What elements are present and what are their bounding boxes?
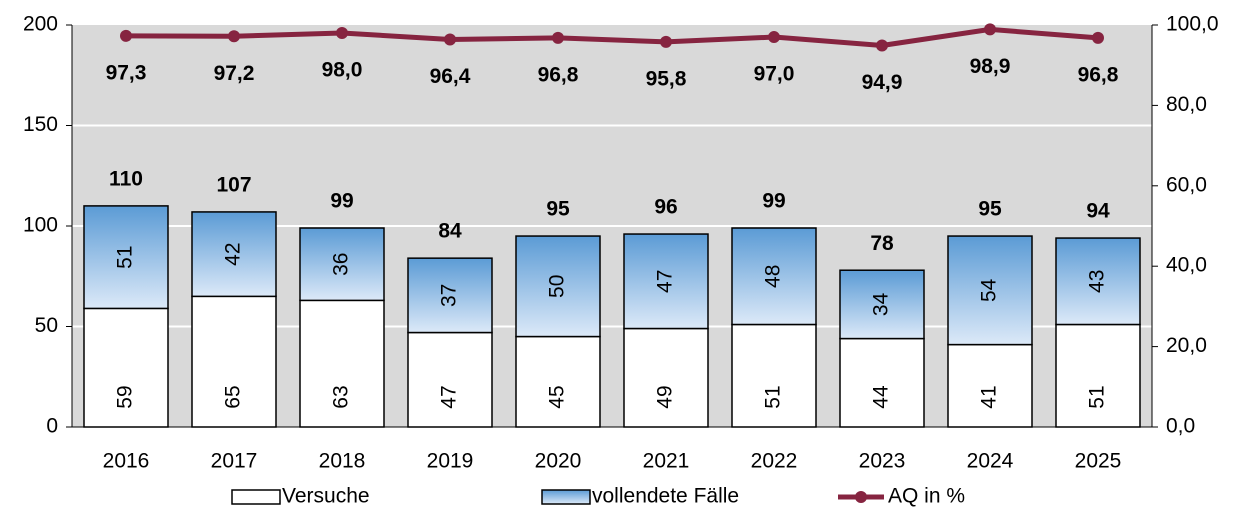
segment-label: 59 — [114, 385, 137, 408]
bar-segment — [83, 205, 169, 310]
x-tick-label: 2022 — [751, 450, 798, 473]
segment-label: 47 — [654, 270, 677, 293]
segment-label: 37 — [438, 284, 461, 307]
segment-label: 63 — [330, 385, 353, 408]
bar-segment — [299, 227, 385, 302]
x-tick-label: 2021 — [643, 450, 690, 473]
line-value-label: 96,8 — [538, 63, 579, 86]
line-value-label: 94,9 — [862, 71, 903, 94]
bar-segment — [407, 331, 493, 428]
bar-segment — [191, 295, 277, 428]
line-point — [984, 23, 996, 36]
line-point — [876, 39, 888, 52]
total-label: 107 — [216, 173, 251, 196]
x-tick-label: 2016 — [103, 450, 150, 473]
legend-swatch — [541, 489, 591, 505]
line-value-label: 97,2 — [214, 62, 255, 85]
line-value-label: 98,9 — [970, 55, 1011, 78]
bar-segment — [731, 323, 817, 428]
legend-label: vollendete Fälle — [592, 485, 739, 508]
legend-label: AQ in % — [888, 485, 965, 508]
total-label: 99 — [762, 190, 785, 213]
legend-label: Versuche — [282, 485, 370, 508]
bar-segment — [839, 269, 925, 340]
bar-segment — [299, 299, 385, 428]
legend-swatch — [231, 489, 281, 505]
total-label: 99 — [330, 190, 353, 213]
x-tick-label: 2018 — [319, 450, 366, 473]
segment-label: 65 — [222, 385, 245, 408]
segment-label: 44 — [870, 385, 893, 409]
line-point — [660, 35, 672, 48]
segment-label: 45 — [546, 385, 569, 408]
segment-label: 48 — [762, 265, 785, 288]
segment-label: 47 — [438, 385, 461, 408]
y2-tick-label: 0,0 — [1166, 415, 1195, 438]
total-label: 96 — [654, 196, 677, 219]
x-tick-label: 2023 — [859, 450, 906, 473]
y2-tick-label: 20,0 — [1166, 334, 1207, 357]
line-point — [228, 30, 240, 43]
line-value-label: 96,4 — [430, 65, 471, 88]
segment-label: 51 — [114, 245, 137, 268]
segment-label: 51 — [762, 385, 785, 408]
line-point — [336, 27, 348, 40]
line-value-label: 98,0 — [322, 59, 363, 82]
y2-tick-label: 80,0 — [1166, 93, 1207, 116]
segment-label: 49 — [654, 385, 677, 408]
line-point — [1092, 31, 1104, 44]
legend-marker — [855, 491, 867, 503]
x-tick-label: 2020 — [535, 450, 582, 473]
segment-label: 43 — [1086, 270, 1109, 293]
segment-label: 50 — [546, 275, 569, 298]
segment-label: 34 — [870, 292, 893, 316]
x-tick-label: 2019 — [427, 450, 474, 473]
bar-segment — [1055, 323, 1141, 428]
total-label: 95 — [978, 198, 1002, 221]
bar-segment — [623, 327, 709, 428]
bar-segment — [191, 211, 277, 298]
total-label: 95 — [546, 198, 570, 221]
y2-tick-label: 60,0 — [1166, 173, 1207, 196]
line-point — [444, 33, 456, 46]
y-tick-label: 50 — [35, 314, 58, 337]
bar-segment — [515, 235, 601, 338]
bar-segment — [947, 343, 1033, 428]
total-label: 84 — [438, 220, 462, 243]
total-label: 94 — [1086, 200, 1110, 223]
y2-tick-label: 100,0 — [1166, 13, 1219, 36]
bar-segment — [515, 335, 601, 428]
segment-label: 41 — [978, 385, 1001, 408]
segment-label: 51 — [1086, 385, 1109, 408]
bar-segment — [731, 227, 817, 326]
x-tick-label: 2024 — [967, 450, 1014, 473]
line-point — [552, 31, 564, 44]
y-tick-label: 200 — [23, 13, 58, 36]
x-tick-label: 2025 — [1075, 450, 1122, 473]
segment-label: 42 — [222, 242, 245, 265]
x-tick-label: 2017 — [211, 450, 258, 473]
total-label: 78 — [870, 232, 894, 255]
line-value-label: 96,8 — [1078, 63, 1119, 86]
bar-segment — [407, 257, 493, 334]
bar-segment — [623, 233, 709, 330]
bar-segment — [839, 337, 925, 428]
bar-segment — [83, 307, 169, 428]
line-point — [120, 29, 132, 42]
bar-segment — [1055, 237, 1141, 326]
line-point — [768, 31, 780, 44]
y-tick-label: 0 — [46, 415, 58, 438]
y-tick-label: 100 — [23, 214, 58, 237]
y-tick-label: 150 — [23, 113, 58, 136]
segment-label: 36 — [330, 253, 353, 276]
bar-segment — [947, 235, 1033, 346]
line-value-label: 97,3 — [106, 61, 147, 84]
line — [125, 26, 1099, 49]
line-value-label: 97,0 — [754, 63, 795, 86]
total-label: 110 — [109, 167, 143, 190]
line-value-label: 95,8 — [646, 67, 687, 90]
segment-label: 54 — [978, 278, 1001, 302]
y2-tick-label: 40,0 — [1166, 254, 1207, 277]
